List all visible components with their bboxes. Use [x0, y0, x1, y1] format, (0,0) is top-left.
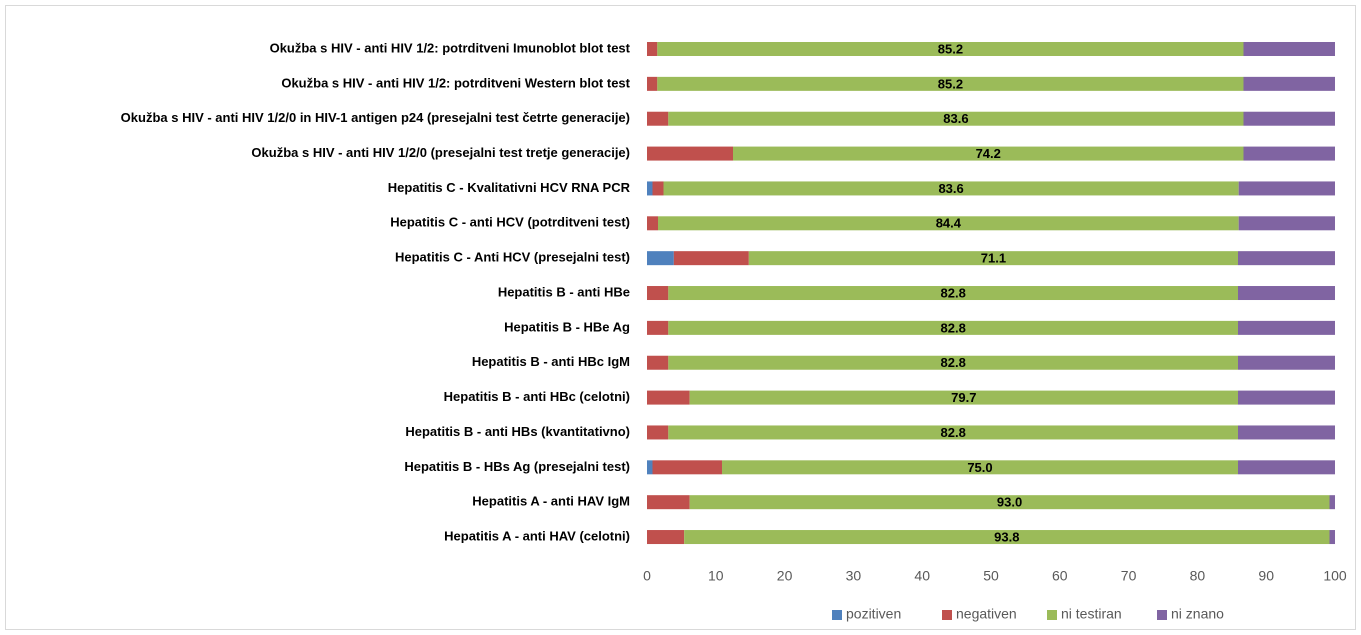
x-tick-label: 0 [643, 568, 651, 584]
bar-segment [647, 495, 690, 510]
bar-segment [647, 42, 658, 56]
bar-segment [668, 320, 1238, 335]
bar-segment [658, 216, 1239, 231]
bar-segment [647, 286, 669, 301]
data-label: 85.2 [938, 76, 963, 91]
category-label: Hepatitis A - anti HAV (celotni) [444, 528, 630, 543]
category-label: Okužba s HIV - anti HIV 1/2: potrditveni… [281, 75, 630, 90]
bar-segment [1238, 216, 1335, 231]
bar-segment [652, 460, 722, 475]
bar-segment [1237, 425, 1335, 440]
data-label: 82.8 [941, 355, 966, 370]
legend-swatch [1047, 610, 1057, 620]
category-label: Hepatitis B - anti HBc (celotni) [444, 389, 630, 404]
bar-segment [647, 530, 685, 545]
x-tick-label: 90 [1258, 568, 1274, 584]
bar-segment [1237, 286, 1335, 301]
bar-segment [1329, 495, 1335, 510]
data-label: 82.8 [941, 320, 966, 335]
category-label: Hepatitis C - Anti HCV (presejalni test) [395, 250, 630, 265]
bar-segment [689, 495, 1330, 510]
category-label: Okužba s HIV - anti HIV 1/2/0 (presejaln… [251, 145, 630, 160]
data-label: 75.0 [967, 460, 992, 475]
data-label: 82.8 [941, 285, 966, 300]
category-label: Hepatitis C - Kvalitativni HCV RNA PCR [388, 180, 631, 195]
x-tick-label: 20 [777, 568, 793, 584]
bar-segment [684, 530, 1330, 545]
bar-segment [668, 286, 1238, 301]
category-label: Okužba s HIV - anti HIV 1/2/0 in HIV-1 a… [121, 110, 630, 125]
bar-segment [647, 460, 653, 475]
data-label: 93.8 [994, 529, 1019, 544]
data-label: 85.2 [938, 41, 963, 56]
legend-swatch [1157, 610, 1167, 620]
bar-segment [1237, 460, 1335, 475]
bar-segment [721, 460, 1238, 475]
bar-segment [663, 181, 1239, 196]
chart-border [5, 5, 1356, 630]
bar-segment [668, 111, 1244, 126]
bar-segment [652, 181, 664, 196]
bar-segment [1237, 390, 1335, 405]
data-label: 71.1 [981, 251, 1006, 266]
x-tick-label: 80 [1190, 568, 1206, 584]
bar-segment [1237, 355, 1335, 370]
category-label: Hepatitis B - anti HBc IgM [472, 354, 630, 369]
data-label: 74.2 [976, 146, 1001, 161]
bar-segment [673, 251, 749, 266]
data-label: 83.6 [943, 111, 968, 126]
bar-segment [647, 111, 669, 126]
bar-segment [647, 390, 690, 405]
bar-segment [647, 355, 669, 370]
legend-swatch [942, 610, 952, 620]
bar-segment [1243, 76, 1335, 91]
legend-label: negativen [956, 606, 1017, 622]
bar-segment [647, 216, 659, 231]
bar-segment [647, 146, 733, 161]
category-label: Hepatitis A - anti HAV IgM [472, 494, 630, 509]
x-tick-label: 10 [708, 568, 724, 584]
bar-segment [647, 320, 669, 335]
legend-swatch [832, 610, 842, 620]
x-tick-label: 30 [846, 568, 862, 584]
bar-segment [1238, 181, 1335, 196]
legend-label: ni testiran [1061, 606, 1122, 622]
bar-segment [748, 251, 1238, 266]
bar-segment [647, 76, 658, 91]
data-label: 82.8 [941, 425, 966, 440]
category-label: Okužba s HIV - anti HIV 1/2: potrditveni… [270, 40, 631, 55]
legend-label: pozitiven [846, 606, 901, 622]
bar-segment [657, 42, 1244, 56]
category-label: Hepatitis B - anti HBe [498, 284, 630, 299]
bar-segment [1237, 251, 1335, 266]
data-label: 84.4 [936, 216, 962, 231]
bar-segment [1243, 146, 1335, 161]
x-tick-label: 100 [1323, 568, 1347, 584]
legend-label: ni znano [1171, 606, 1224, 622]
data-label: 93.0 [997, 495, 1022, 510]
category-label: Hepatitis B - anti HBs (kvantitativno) [405, 424, 630, 439]
data-label: 83.6 [938, 181, 963, 196]
bar-segment [1243, 111, 1335, 126]
x-tick-label: 60 [1052, 568, 1068, 584]
bar-segment [657, 76, 1244, 91]
data-label: 79.7 [951, 390, 976, 405]
x-tick-label: 50 [983, 568, 999, 584]
bar-segment [1243, 42, 1335, 56]
bar-segment [689, 390, 1238, 405]
category-label: Hepatitis C - anti HCV (potrditveni test… [390, 215, 630, 230]
category-label: Hepatitis B - HBe Ag [504, 319, 630, 334]
bar-segment [647, 425, 669, 440]
bar-segment [733, 146, 1244, 161]
bar-segment [647, 251, 674, 266]
bar-segment [647, 181, 653, 196]
x-tick-label: 70 [1121, 568, 1137, 584]
x-tick-label: 40 [914, 568, 930, 584]
bar-segment [668, 425, 1238, 440]
bar-segment [1329, 530, 1335, 545]
bar-segment [668, 355, 1238, 370]
bar-segment [1237, 320, 1335, 335]
category-label: Hepatitis B - HBs Ag (presejalni test) [404, 459, 630, 474]
